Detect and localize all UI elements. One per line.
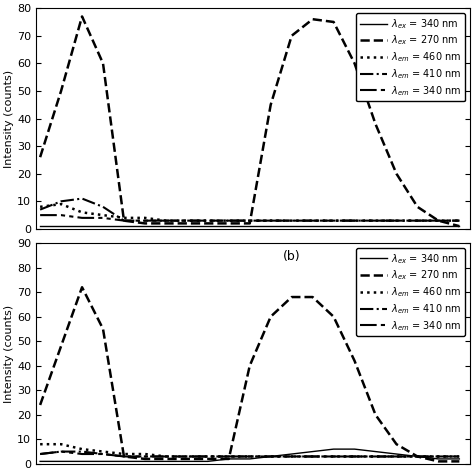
Legend: $\lambda_{ex}$ = 340 nm, $\lambda_{ex}$ = 270 nm, $\lambda_{em}$ = 460 nm, $\lam: $\lambda_{ex}$ = 340 nm, $\lambda_{ex}$ … bbox=[356, 13, 465, 101]
Y-axis label: Intensity (counts): Intensity (counts) bbox=[4, 70, 14, 168]
Y-axis label: Intensity (counts): Intensity (counts) bbox=[4, 304, 14, 402]
Legend: $\lambda_{ex}$ = 340 nm, $\lambda_{ex}$ = 270 nm, $\lambda_{em}$ = 460 nm, $\lam: $\lambda_{ex}$ = 340 nm, $\lambda_{ex}$ … bbox=[356, 248, 465, 337]
Text: (b): (b) bbox=[283, 250, 301, 263]
